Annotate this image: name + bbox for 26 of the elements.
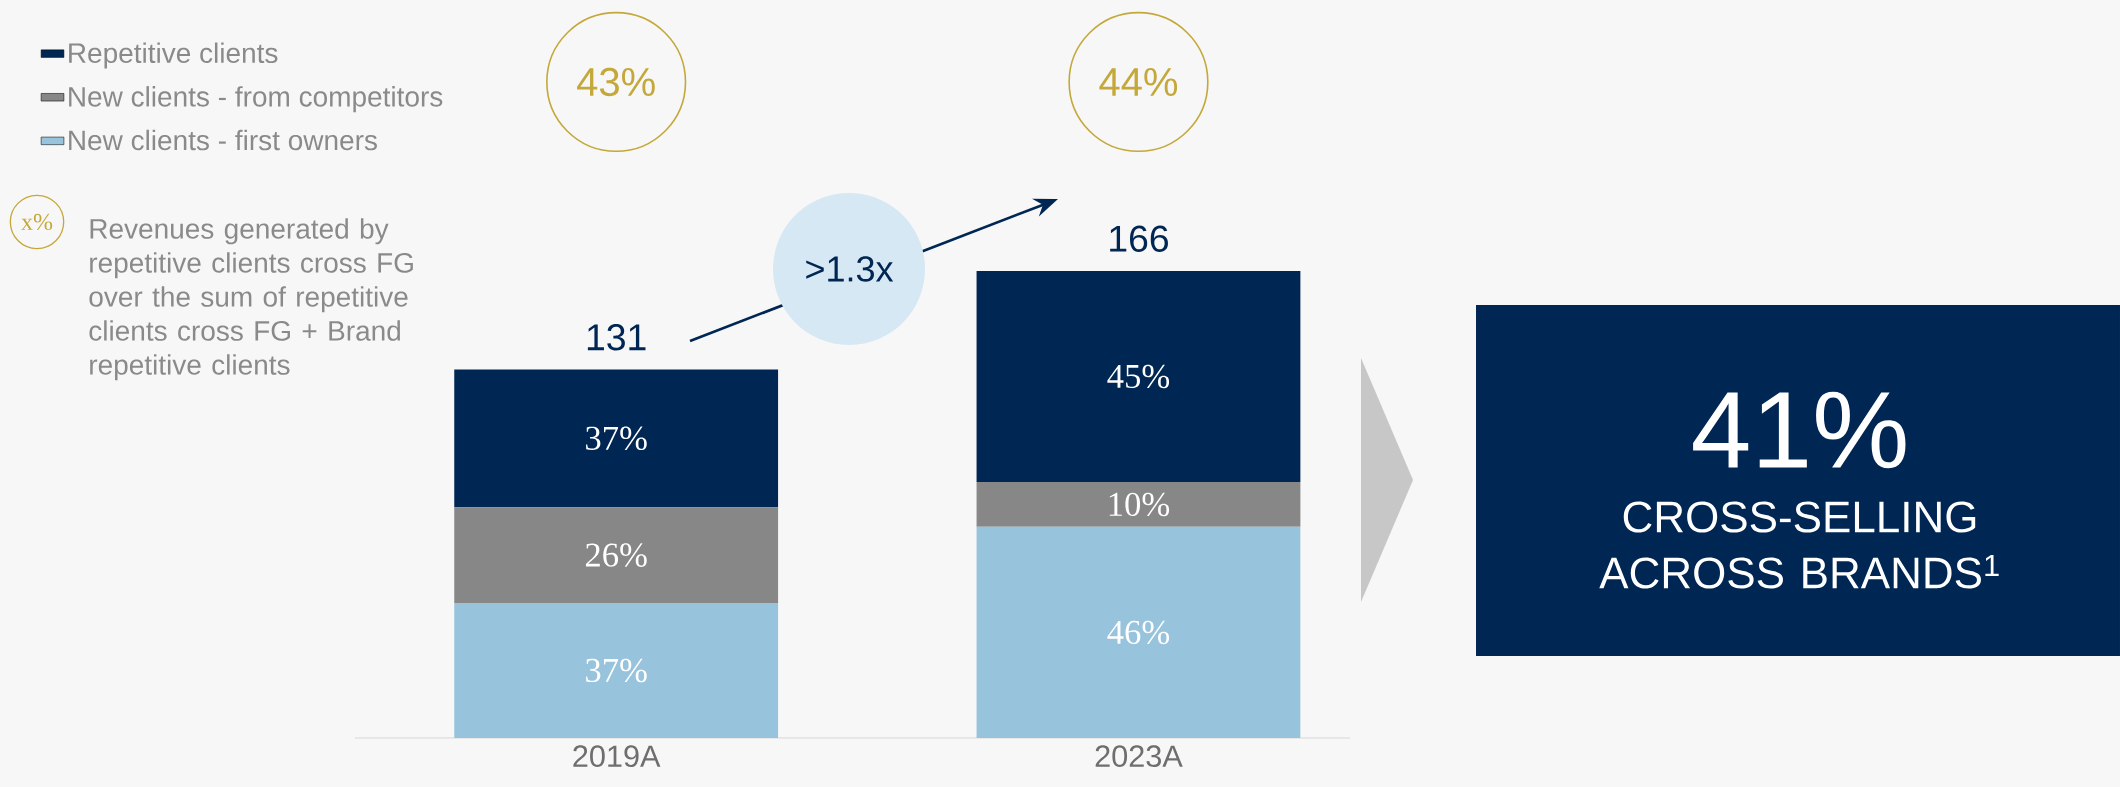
x-tick-label: 2023A xyxy=(1095,745,1183,768)
bar xyxy=(976,270,1301,483)
legend-label: New clients - from competitors xyxy=(69,86,443,113)
annotation: Revenues generated by repetitive clients cross FG over the sum of repetitive clients cross FG + Brand repetitive clients xyxy=(89,218,413,381)
annotation: 37% xyxy=(586,658,647,683)
bar xyxy=(976,482,1301,527)
annotation: 37% xyxy=(586,426,647,451)
x-tick-label: 2019A xyxy=(573,745,661,768)
bar xyxy=(454,603,779,738)
text: 44% xyxy=(1099,67,1178,96)
annotation: 131 xyxy=(587,324,646,351)
text: 43% xyxy=(577,67,655,97)
bar xyxy=(454,507,779,603)
bar xyxy=(976,526,1301,738)
text: 41% xyxy=(1693,391,1906,469)
text: CROSS-SELLING ACROSS BRANDS$^{1}$ xyxy=(1599,501,1999,589)
annotation: 45% xyxy=(1107,364,1170,389)
text: 166 xyxy=(1110,225,1168,252)
annotation: >1.3x xyxy=(806,256,894,282)
annotation: 10% xyxy=(1109,492,1170,517)
legend-label: Repetitive clients xyxy=(69,42,278,69)
annotation: 46% xyxy=(1107,620,1170,645)
bar xyxy=(454,369,779,508)
text: x% xyxy=(21,213,53,231)
legend-label: New clients - first owners xyxy=(69,129,377,151)
annotation: 26% xyxy=(585,543,647,567)
